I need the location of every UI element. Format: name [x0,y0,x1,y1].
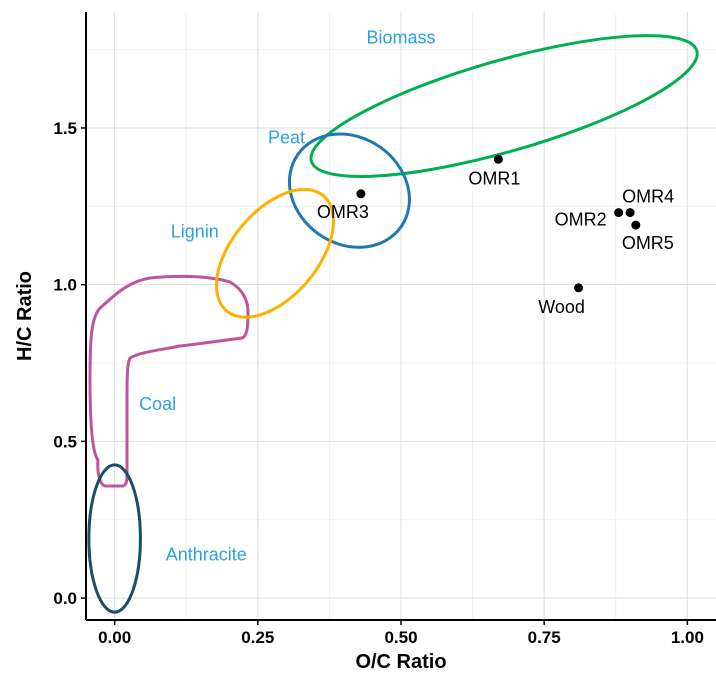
region-label-anthracite: Anthracite [166,544,247,564]
ticks: 0.00 0.25 0.50 0.75 1.00 0.0 0.5 1.0 1.5 [53,119,704,647]
lignin-region [215,187,335,319]
point-label-wood: Wood [538,297,585,317]
y-tick-label: 0.5 [53,432,77,451]
grid [86,12,716,620]
x-axis-title: O/C Ratio [355,651,446,673]
point-label-omr5: OMR5 [622,233,674,253]
region-label-peat: Peat [268,128,305,148]
point-label-omr3: OMR3 [317,202,369,222]
point-labels: OMR1 OMR2 OMR3 OMR4 OMR5 Wood [317,168,674,316]
x-tick-label: 0.50 [384,628,417,647]
biomass-region [309,34,699,178]
point-omr1 [493,154,503,164]
peat-region [287,132,411,249]
point-omr3 [356,189,366,199]
data-points [356,154,641,293]
region-labels: Biomass Peat Lignin Coal Anthracite [139,27,435,564]
y-tick-label: 1.5 [53,119,77,138]
y-axis-title: H/C Ratio [14,271,36,361]
point-label-omr2: OMR2 [555,210,607,230]
y-tick-label: 1.0 [53,276,77,295]
region-label-coal: Coal [139,394,176,414]
x-tick-label: 1.00 [671,628,704,647]
x-tick-label: 0.75 [528,628,561,647]
point-label-omr4: OMR4 [622,187,674,207]
point-omr5 [631,220,641,230]
point-omr2 [614,208,624,218]
point-label-omr1: OMR1 [468,168,520,188]
anthracite-region [87,463,142,614]
point-wood [574,283,584,293]
x-tick-label: 0.25 [241,628,274,647]
x-tick-label: 0.00 [98,628,131,647]
point-omr4 [625,208,635,218]
region-label-lignin: Lignin [171,222,219,242]
region-label-biomass: Biomass [366,27,435,47]
region-shapes [87,34,699,614]
y-tick-label: 0.0 [53,589,77,608]
